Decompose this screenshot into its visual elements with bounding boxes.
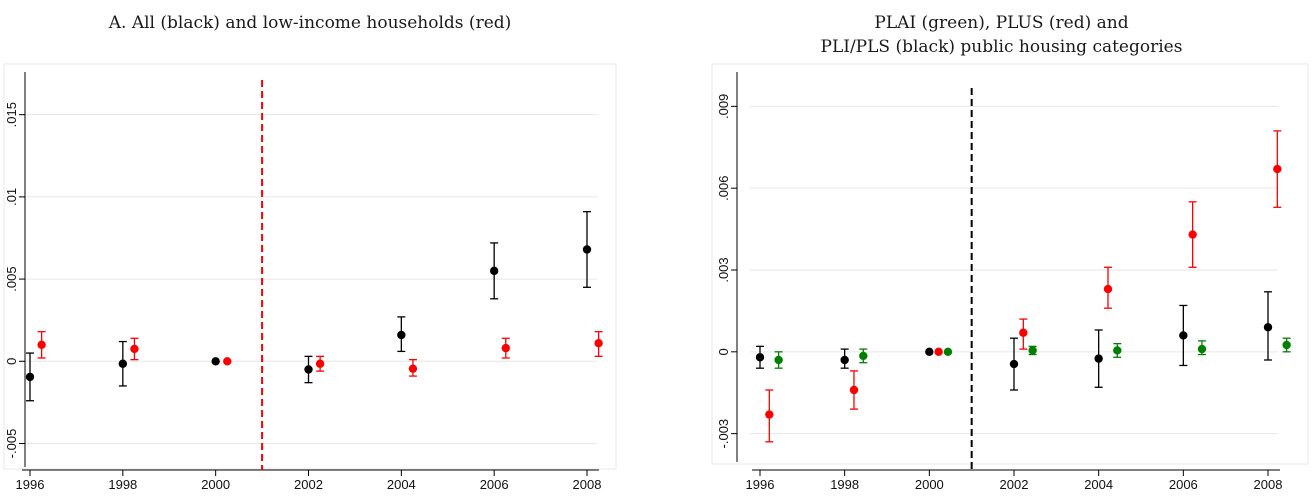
plot-region-a (3, 63, 617, 470)
data-point-a (211, 357, 220, 366)
data-point-a (315, 359, 325, 368)
x-tick-label-b: 2008 (1254, 477, 1283, 492)
data-point-b (1282, 340, 1291, 350)
data-point-a (408, 364, 418, 373)
data-point-b (934, 347, 943, 357)
data-point-b (1009, 359, 1019, 369)
chart-panel-b: PLAI (green), PLUS (red) and PLI/PLS (bl… (690, 0, 1313, 504)
y-tick-label-a: .01 (4, 188, 19, 206)
chart-svg-b: -.003 0 .003 .006 .009 1996 1998 2000 2002 2004 20… (711, 63, 1309, 492)
x-tick-label-a: 2004 (387, 477, 416, 492)
data-point-b (765, 410, 774, 419)
data-point-b (1028, 346, 1037, 355)
x-tick-label-b: 2004 (1084, 477, 1113, 492)
y-tick-label-b: -.003 (716, 419, 731, 449)
data-point-b (1019, 328, 1028, 337)
x-tick-label-b: 2000 (915, 477, 944, 492)
chart-title-b-line2: PLI/PLS (black) public housing categorie… (820, 37, 1183, 57)
y-tick-label-a: 0 (4, 358, 19, 365)
y-tick-label-a: -.005 (4, 429, 19, 459)
data-point-a (25, 372, 35, 382)
x-tick-label-a: 1996 (16, 477, 45, 492)
y-tick-label-a: .005 (4, 266, 19, 291)
data-point-b (925, 347, 934, 357)
chart-panel-a: A. All (black) and low-income households… (0, 0, 620, 504)
x-tick-label-b: 1996 (746, 477, 775, 492)
data-point-b (1103, 284, 1113, 294)
data-point-a (304, 365, 313, 374)
x-tick-label-a: 2008 (573, 477, 602, 492)
data-point-a (397, 330, 406, 340)
data-point-b (1263, 323, 1273, 332)
data-point-b (859, 351, 868, 361)
x-tick-label-a: 1998 (108, 477, 137, 492)
data-point-b (1094, 354, 1103, 363)
data-point-b (840, 355, 849, 365)
x-tick-label-a: 2000 (201, 477, 230, 492)
data-point-a (501, 343, 510, 353)
data-point-a (37, 340, 46, 350)
chart-title-a: A. All (black) and low-income households… (108, 13, 512, 33)
y-tick-label-b: .003 (716, 257, 731, 282)
x-tick-label-b: 2006 (1169, 477, 1198, 492)
data-point-b (774, 355, 783, 365)
data-point-b (755, 353, 765, 362)
data-point-a (223, 357, 232, 366)
data-point-b (1188, 230, 1197, 239)
data-point-a (489, 266, 499, 276)
y-tick-label-b: .009 (716, 94, 731, 119)
plot-region-b (711, 63, 1309, 465)
data-point-b (1179, 331, 1188, 340)
data-point-b (849, 385, 859, 395)
x-tick-label-b: 1998 (830, 477, 859, 492)
chart-title-b-line1: PLAI (green), PLUS (red) and (874, 13, 1129, 33)
data-point-a (594, 338, 603, 348)
data-point-a (130, 344, 139, 354)
y-tick-label-a: .015 (4, 102, 19, 127)
data-point-b (1197, 344, 1207, 354)
x-tick-label-a: 2002 (294, 477, 323, 492)
data-point-b (1113, 346, 1122, 355)
y-tick-label-b: 0 (716, 348, 731, 355)
x-tick-label-b: 2002 (1000, 477, 1029, 492)
data-point-a (118, 359, 128, 368)
x-tick-label-a: 2006 (480, 477, 509, 492)
chart-svg-a: -.005 0 .005 .01 .015 1996 1998 2000 2002 2004 200… (3, 63, 617, 492)
data-point-b (943, 347, 953, 357)
data-point-a (582, 245, 592, 254)
data-point-b (1273, 164, 1282, 174)
y-tick-label-b: .006 (716, 176, 731, 201)
